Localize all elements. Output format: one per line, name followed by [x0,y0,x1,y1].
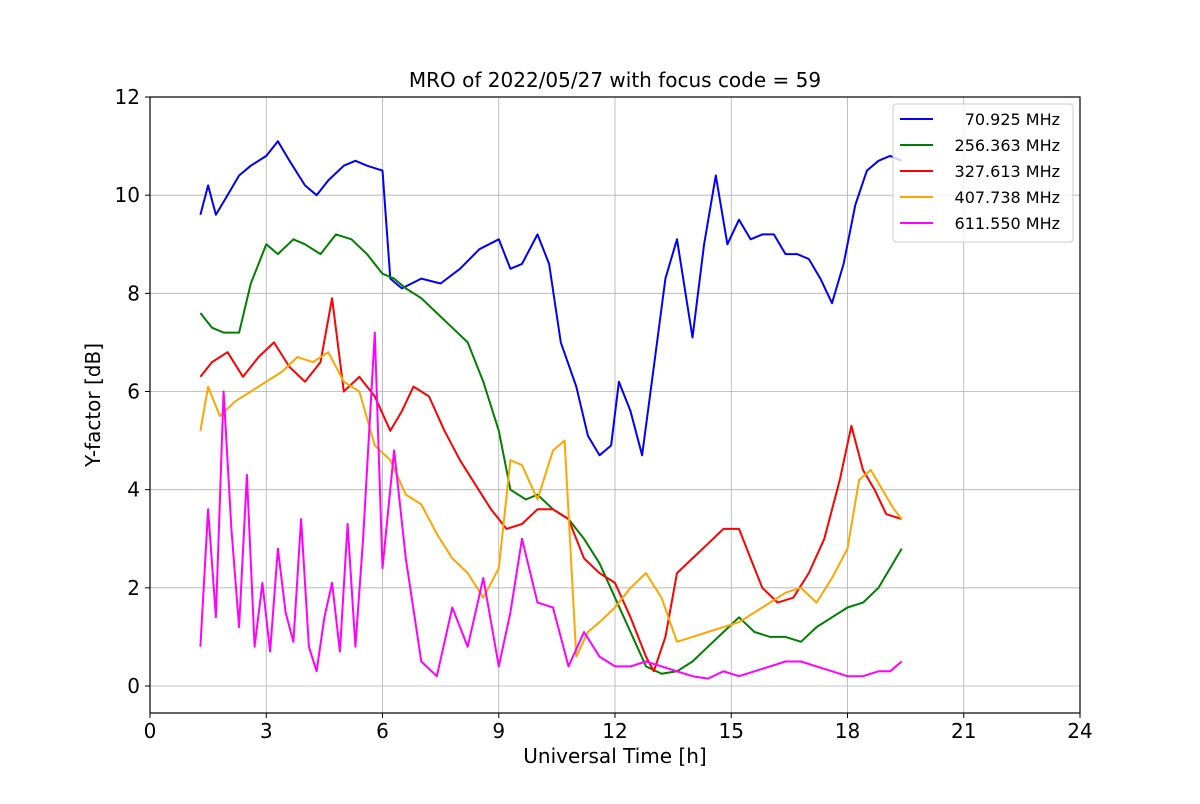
y-axis-label: Y-factor [dB] [81,343,105,468]
y-tick-label: 0 [127,674,140,698]
legend-label: 611.550 MHz [955,214,1060,233]
x-tick-label: 6 [376,719,389,743]
legend-label: 327.613 MHz [955,162,1060,181]
x-tick-label: 12 [602,719,627,743]
y-tick-label: 4 [127,478,140,502]
x-tick-label: 24 [1067,719,1092,743]
x-tick-label: 15 [719,719,744,743]
y-tick-label: 8 [127,281,140,305]
legend-label: 70.925 MHz [965,110,1060,129]
series-line-4 [199,331,903,680]
series-line-2 [199,297,903,673]
legend-label: 256.363 MHz [955,136,1060,155]
y-tick-label: 6 [127,380,140,404]
x-tick-label: 9 [492,719,505,743]
x-axis-label: Universal Time [h] [523,744,706,768]
series-line-3 [199,351,903,658]
y-tick-label: 2 [127,576,140,600]
y-tick-label: 10 [115,183,140,207]
y-tick-label: 12 [115,85,140,109]
x-tick-label: 18 [835,719,860,743]
series-layer [199,140,903,680]
legend-label: 407.738 MHz [955,188,1060,207]
x-tick-label: 21 [951,719,976,743]
chart-title: MRO of 2022/05/27 with focus code = 59 [409,68,821,92]
series-line-0 [199,140,903,457]
legend-box [892,103,1074,243]
legend: 70.925 MHz 256.363 MHz 327.613 MHz 407.738 … [892,103,1074,243]
x-tick-label: 0 [144,719,157,743]
series-line-1 [199,233,903,675]
x-tick-label: 3 [260,719,273,743]
